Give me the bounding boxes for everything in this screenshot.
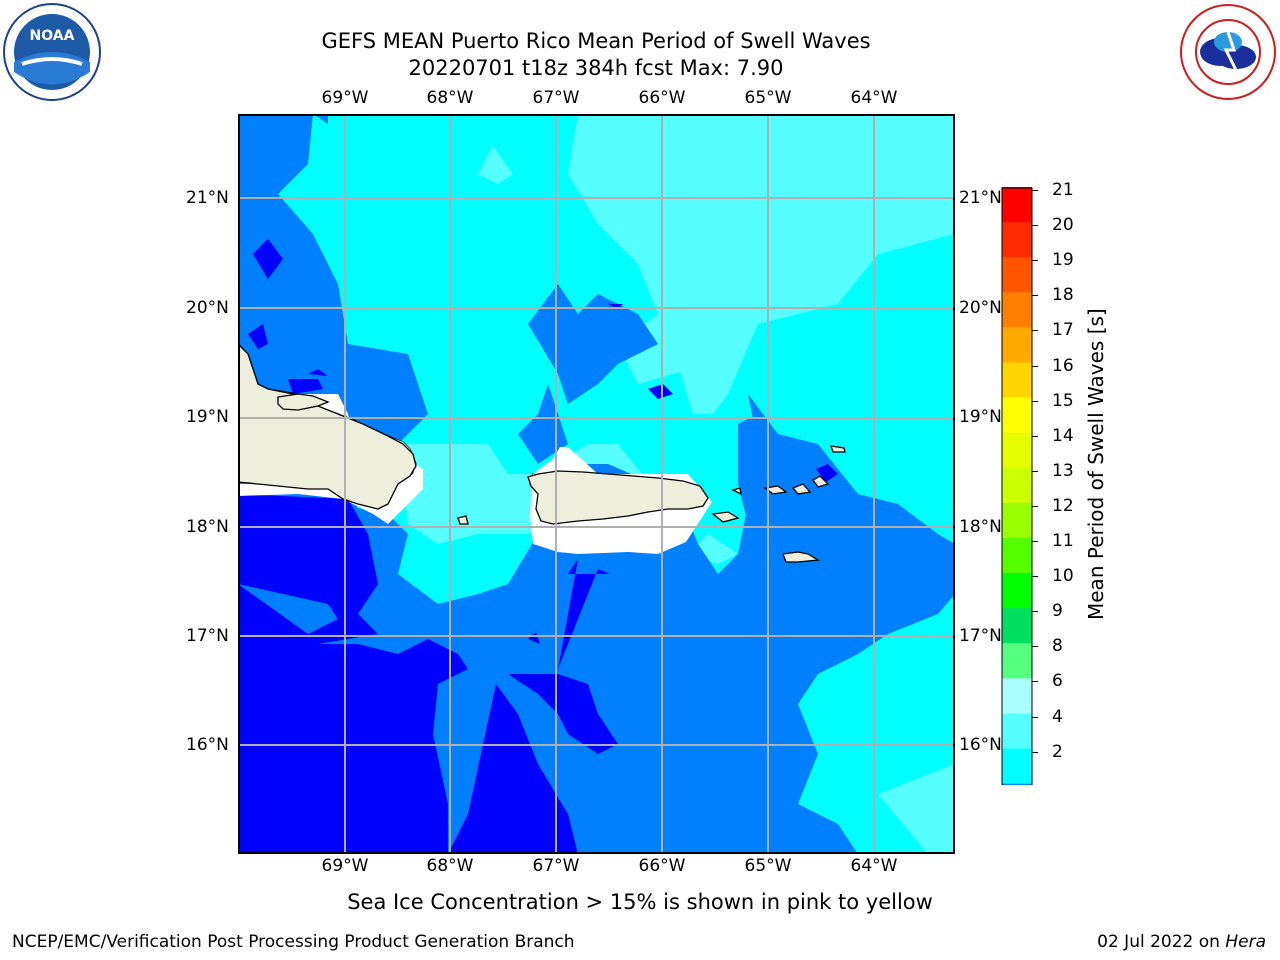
colorbar-tick-label: 2: [1052, 741, 1063, 762]
chart-title: GEFS MEAN Puerto Rico Mean Period of Swe…: [321, 29, 871, 53]
lon-label-top: 68°W: [426, 88, 474, 108]
lat-label-right: 19°N: [959, 407, 1002, 427]
colorbar-tick-mark: [1032, 225, 1038, 227]
colorbar-segment: [1002, 502, 1032, 539]
colorbar-tick-label: 10: [1052, 566, 1074, 587]
band-0-2: [238, 239, 838, 854]
lon-label-top: 69°W: [321, 88, 369, 108]
credit-right: 02 Jul 2022 on Hera: [1097, 932, 1266, 952]
colorbar-tick-label: 13: [1052, 460, 1074, 481]
colorbar-frame: [1001, 187, 1033, 785]
colorbar-tick-mark: [1032, 716, 1038, 718]
colorbar-tick-label: 4: [1052, 706, 1063, 727]
lon-label-top: 66°W: [638, 88, 686, 108]
lat-label-right: 20°N: [959, 298, 1002, 318]
colorbar-segment: [1002, 362, 1032, 399]
colorbar-segment: [1002, 292, 1032, 328]
colorbar-tick-label: 20: [1052, 215, 1074, 236]
colorbar-segment: [1002, 397, 1032, 434]
lon-label-top: 67°W: [532, 88, 580, 108]
colorbar-segment: [1002, 608, 1032, 644]
colorbar-tick-mark: [1032, 576, 1038, 578]
colorbar-tick-mark: [1032, 365, 1038, 367]
colorbar-tick-label: 18: [1052, 285, 1074, 306]
credit-date: 02 Jul 2022 on: [1097, 932, 1226, 952]
lon-label-top: 64°W: [850, 88, 898, 108]
credit-host: Hera: [1225, 932, 1266, 952]
colorbar-segment: [1002, 783, 1032, 785]
lat-label-left: 16°N: [186, 735, 229, 755]
colorbar-tick-mark: [1032, 435, 1038, 437]
colorbar-tick-label: 11: [1052, 531, 1074, 551]
lat-label-left: 18°N: [186, 517, 229, 537]
chart-subtitle: 20220701 t18z 384h fcst Max: 7.90: [408, 56, 784, 80]
lon-label-bottom: 65°W: [744, 856, 792, 876]
colorbar-tick-label: 6: [1052, 671, 1063, 692]
colorbar-tick-mark: [1032, 260, 1038, 262]
colorbar-segment: [1002, 187, 1032, 223]
colorbar-tick-label: 8: [1052, 636, 1063, 657]
colorbar-segment: [1002, 713, 1032, 750]
sea-ice-note: Sea Ice Concentration > 15% is shown in …: [347, 890, 933, 914]
colorbar-segment: [1002, 573, 1032, 609]
colorbar-tick-label: 16: [1052, 355, 1074, 376]
colorbar-segment: [1002, 257, 1032, 293]
colorbar-tick-mark: [1032, 505, 1038, 507]
colorbar-tick-mark: [1032, 646, 1038, 648]
colorbar-tick-label: 19: [1052, 250, 1074, 271]
lat-label-left: 19°N: [186, 407, 229, 427]
colorbar-label: Mean Period of Swell Waves [s]: [1084, 308, 1108, 620]
lon-label-bottom: 66°W: [638, 856, 686, 876]
lat-label-right: 18°N: [959, 517, 1002, 537]
gridlines: [238, 114, 955, 854]
lat-label-left: 20°N: [186, 298, 229, 318]
lat-label-left: 21°N: [186, 188, 229, 208]
colorbar-tick-mark: [1032, 400, 1038, 402]
colorbar-tick-mark: [1032, 541, 1038, 542]
colorbar-segment: [1002, 678, 1032, 714]
colorbar: [1001, 187, 1033, 785]
colorbar-segment: [1002, 222, 1032, 258]
colorbar-tick-label: 17: [1052, 320, 1074, 341]
lat-label-left: 17°N: [186, 626, 229, 646]
colorbar-tick-label: 12: [1052, 495, 1074, 516]
lat-label-right: 17°N: [959, 626, 1002, 646]
colorbar-segment: [1002, 467, 1032, 504]
noaa-logo-text: NOAA: [30, 28, 75, 44]
colorbar-tick-mark: [1032, 190, 1038, 191]
colorbar-tick-mark: [1032, 751, 1038, 753]
noaa-logo: NOAA: [2, 2, 102, 102]
colorbar-tick-mark: [1032, 681, 1038, 683]
colorbar-tick-mark: [1032, 611, 1038, 613]
colorbar-tick-mark: [1032, 295, 1038, 297]
credit-left: NCEP/EMC/Verification Post Processing Pr…: [12, 932, 575, 952]
lat-label-right: 21°N: [959, 188, 1002, 208]
colorbar-segment: [1002, 327, 1032, 363]
colorbar-segment: [1002, 538, 1032, 574]
colorbar-tick-mark: [1032, 330, 1038, 332]
colorbar-segment: [1002, 748, 1032, 785]
lat-label-right: 16°N: [959, 735, 1002, 755]
colorbar-tick-label: 15: [1052, 390, 1074, 411]
lon-label-bottom: 64°W: [850, 856, 898, 876]
lon-label-bottom: 69°W: [321, 856, 369, 876]
map-plot: [238, 114, 955, 854]
colorbar-tick-label: 14: [1052, 425, 1074, 446]
nws-logo: [1178, 2, 1278, 102]
colorbar-segment: [1002, 432, 1032, 469]
lon-label-top: 65°W: [744, 88, 792, 108]
lon-label-bottom: 67°W: [532, 856, 580, 876]
colorbar-tick-label: 9: [1052, 601, 1063, 622]
colorbar-tick-mark: [1032, 470, 1038, 472]
colorbar-segment: [1002, 643, 1032, 679]
map-frame: [238, 114, 955, 854]
lon-label-bottom: 68°W: [426, 856, 474, 876]
colorbar-tick-label: 21: [1052, 180, 1074, 200]
